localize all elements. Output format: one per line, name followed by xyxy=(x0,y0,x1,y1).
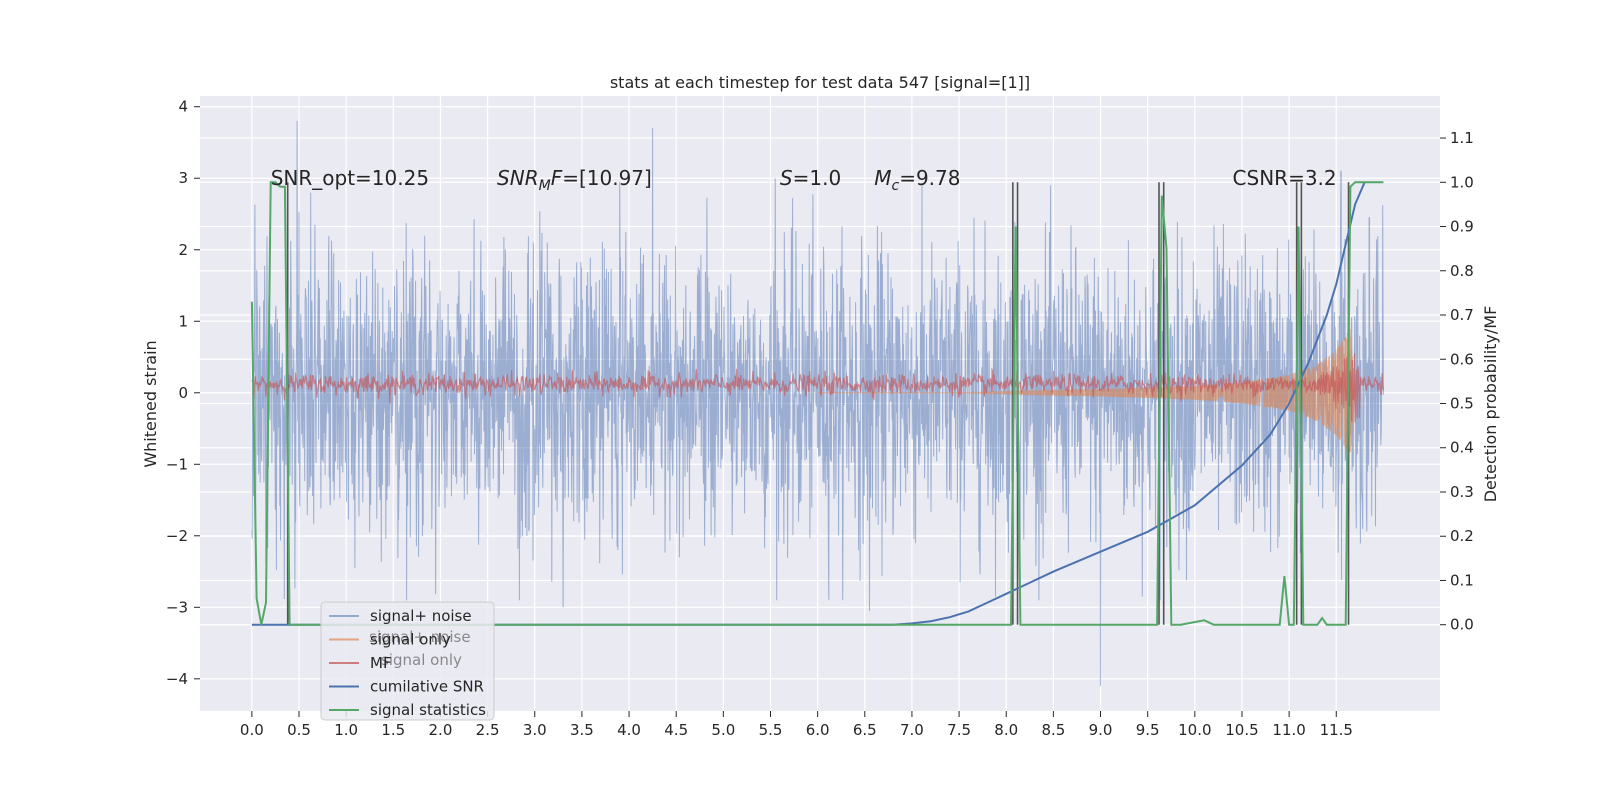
plot-area xyxy=(250,120,1384,687)
annotation-csnr: CSNR=3.2 xyxy=(1233,166,1337,190)
annotation-s-value: S=1.0 xyxy=(780,166,841,190)
x-tick-label: 11.0 xyxy=(1272,721,1305,739)
x-tick-label: 9.0 xyxy=(1089,721,1113,739)
legend-label-1: signal only xyxy=(370,631,451,649)
y-tick-label: 4 xyxy=(178,98,188,116)
x-tick-label: 10.5 xyxy=(1225,721,1258,739)
y-right-tick-label: 0.1 xyxy=(1450,571,1474,589)
y-right-tick-label: 1.1 xyxy=(1450,129,1474,147)
chart-title: stats at each timestep for test data 547… xyxy=(610,73,1030,92)
line-mf xyxy=(251,353,1384,423)
line-signal-only xyxy=(817,329,1356,455)
annotation-snr-mf: SNRMF=[10.97] xyxy=(497,166,652,194)
x-tick-label: 0.0 xyxy=(240,721,264,739)
y-right-tick-label: 0.9 xyxy=(1450,218,1474,236)
legend-ghost-text: signal+ noise xyxy=(369,628,471,646)
y-right-tick-label: 0.7 xyxy=(1450,306,1474,324)
annotation-snr-opt: SNR_opt=10.25 xyxy=(271,166,429,190)
x-tick-label: 11.5 xyxy=(1320,721,1353,739)
y-right-tick-label: 1.0 xyxy=(1450,173,1474,191)
series-signal-only xyxy=(817,329,1356,455)
legend-ghost-text: signal only xyxy=(381,651,462,669)
y-right-tick-label: 0.2 xyxy=(1450,527,1474,545)
legend-label-3: cumilative SNR xyxy=(370,678,484,696)
x-tick-label: 4.0 xyxy=(617,721,641,739)
line-cumulative-snr xyxy=(251,181,1366,626)
y-right-tick-label: 0.4 xyxy=(1450,439,1474,457)
legend-label-4: signal statistics xyxy=(370,701,486,719)
y-tick-label: −1 xyxy=(166,455,188,473)
x-tick-label: 2.0 xyxy=(429,721,453,739)
x-tick-label: 4.5 xyxy=(664,721,688,739)
x-tick-label: 5.0 xyxy=(711,721,735,739)
axis-ticks: 0.0 0.5 1.0 1.5 2.0 2.5 3.0 3.5 4.0 4.5 5.0 5.5 6.0 6… xyxy=(166,98,1474,739)
y-right-tick-label: 0.6 xyxy=(1450,350,1474,368)
y-tick-label: 3 xyxy=(178,169,188,187)
y-axis-right-label: Detection probability/MF xyxy=(1481,306,1500,503)
x-tick-label: 3.5 xyxy=(570,721,594,739)
x-tick-label: 3.0 xyxy=(523,721,547,739)
x-tick-label: 8.5 xyxy=(1041,721,1065,739)
y-axis-label: Whitened strain xyxy=(141,340,160,467)
y-tick-label: −2 xyxy=(166,527,188,545)
annotations: SNR_opt=10.25 SNRMF=[10.97] S=1.0 Mc=9.78 CS… xyxy=(271,166,1337,194)
y-right-tick-label: 0.8 xyxy=(1450,262,1474,280)
y-tick-label: 0 xyxy=(178,384,188,402)
series-mf xyxy=(251,353,1384,423)
y-tick-label: 1 xyxy=(178,312,188,330)
y-tick-label: −4 xyxy=(166,670,188,688)
series-cumulative-snr xyxy=(251,181,1366,626)
x-tick-label: 7.5 xyxy=(947,721,971,739)
x-tick-label: 1.5 xyxy=(381,721,405,739)
x-tick-label: 9.5 xyxy=(1136,721,1160,739)
legend-label-2: MF xyxy=(370,654,392,672)
x-tick-label: 1.0 xyxy=(334,721,358,739)
x-tick-label: 2.5 xyxy=(476,721,500,739)
series-signal-statistics xyxy=(250,181,1384,626)
x-tick-label: 8.0 xyxy=(994,721,1018,739)
y-right-tick-label: 0.0 xyxy=(1450,616,1474,634)
x-tick-label: 6.0 xyxy=(806,721,830,739)
x-tick-label: 10.0 xyxy=(1178,721,1211,739)
y-right-tick-label: 0.3 xyxy=(1450,483,1474,501)
x-tick-label: 7.0 xyxy=(900,721,924,739)
line-signal-statistics xyxy=(250,181,1384,626)
x-tick-label: 0.5 xyxy=(287,721,311,739)
y-tick-label: −3 xyxy=(166,598,188,616)
legend-box xyxy=(320,601,495,721)
annotation-mc-value: Mc=9.78 xyxy=(874,166,960,194)
x-tick-label: 5.5 xyxy=(759,721,783,739)
y-tick-label: 2 xyxy=(178,241,188,259)
x-tick-label: 6.5 xyxy=(853,721,877,739)
y-right-tick-label: 0.5 xyxy=(1450,395,1474,413)
legend-label-0: signal+ noise xyxy=(370,607,472,625)
